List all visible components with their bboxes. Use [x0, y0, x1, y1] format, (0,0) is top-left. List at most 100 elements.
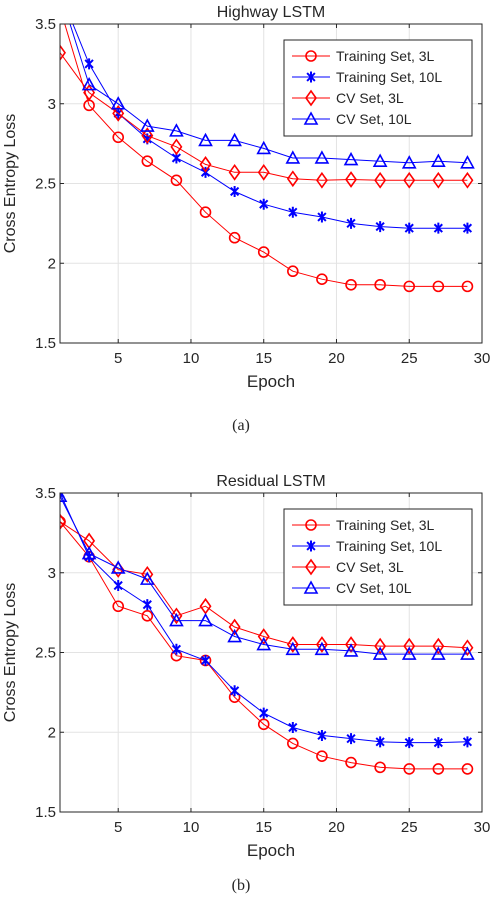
- data-point-triangle: [198, 132, 213, 147]
- x-tick-label: 15: [255, 819, 272, 836]
- data-point-triangle: [430, 646, 446, 660]
- data-point-triangle: [139, 118, 155, 132]
- x-tick-label: 20: [328, 819, 345, 836]
- data-point-circle: [141, 610, 154, 622]
- data-point-asterisk: [259, 707, 269, 719]
- series-line-3: [60, 495, 468, 655]
- x-tick-label: 25: [401, 350, 418, 367]
- data-point-diamond: [141, 127, 154, 145]
- data-point-diamond: [461, 639, 474, 657]
- legend-marker-circle: [305, 50, 317, 62]
- chart-title: Residual LSTM: [216, 473, 325, 490]
- data-point-asterisk: [142, 599, 152, 611]
- data-point-diamond: [403, 637, 416, 655]
- data-point-circle: [170, 174, 183, 187]
- data-point-diamond: [60, 513, 66, 531]
- legend: Training Set, 3L Training Set, 10L CV Set,…: [283, 39, 473, 137]
- data-point-triangle: [60, 493, 68, 502]
- data-point-triangle: [460, 646, 475, 660]
- data-point-asterisk: [404, 737, 414, 749]
- data-point-triangle: [285, 150, 301, 164]
- data-point-asterisk: [317, 211, 327, 223]
- data-point-diamond: [257, 163, 270, 181]
- data-point-triangle: [401, 646, 417, 660]
- data-point-asterisk: [462, 222, 473, 234]
- y-tick-label: 2: [48, 724, 56, 741]
- y-tick-label: 1.5: [35, 335, 56, 352]
- legend-label: CV Set, 10L: [336, 580, 412, 596]
- y-axis-label: Cross Entropy Loss: [2, 583, 19, 723]
- data-point-asterisk: [259, 198, 269, 210]
- series-layer: [60, 493, 475, 775]
- data-point-triangle: [81, 545, 97, 560]
- x-axis-label: Epoch: [247, 841, 295, 860]
- series-layer: [60, 24, 475, 293]
- data-point-triangle: [110, 96, 126, 110]
- data-point-circle: [374, 761, 386, 774]
- data-point-asterisk: [288, 206, 298, 218]
- y-tick-label: 2.5: [35, 176, 56, 193]
- data-point-diamond: [461, 171, 474, 189]
- data-point-diamond: [345, 636, 358, 653]
- data-point-circle: [461, 763, 474, 775]
- data-point-circle: [141, 155, 154, 167]
- x-tick-label: 30: [474, 350, 491, 367]
- legend-marker-circle: [305, 519, 317, 531]
- x-tick-label: 5: [114, 819, 122, 836]
- legend-label: CV Set, 3L: [336, 559, 404, 575]
- data-point-diamond: [403, 171, 416, 189]
- data-point-circle: [112, 131, 125, 144]
- data-point-circle: [287, 265, 299, 278]
- data-point-triangle: [198, 612, 213, 627]
- legend-label: CV Set, 10L: [336, 111, 412, 127]
- x-tick-label: 5: [114, 350, 122, 367]
- data-point-circle: [403, 280, 416, 293]
- y-tick-label: 3: [48, 96, 56, 113]
- data-point-diamond: [432, 637, 445, 655]
- data-point-diamond: [286, 170, 299, 188]
- data-point-asterisk: [375, 736, 385, 748]
- chart-b: 5 10 15 20 25 30 1.5 2 2.5 3 3.5 Residual LSTM Epoch…: [2, 473, 490, 894]
- x-tick-label: 25: [401, 819, 418, 836]
- figure-caption: (a): [232, 417, 250, 434]
- data-point-diamond: [112, 104, 125, 122]
- x-tick-label: 15: [255, 350, 272, 367]
- data-point-asterisk: [113, 580, 123, 592]
- y-tick-label: 3: [48, 565, 56, 582]
- data-point-circle: [199, 206, 212, 219]
- data-point-triangle: [285, 641, 301, 656]
- data-point-asterisk: [288, 721, 298, 733]
- data-point-triangle: [372, 646, 388, 660]
- y-tick-label: 2.5: [35, 645, 56, 662]
- data-point-triangle: [343, 151, 359, 166]
- data-point-triangle: [169, 612, 184, 627]
- data-point-triangle: [372, 153, 388, 167]
- data-point-asterisk: [171, 643, 182, 655]
- legend-marker-triangle: [303, 580, 319, 594]
- data-point-triangle: [81, 76, 97, 91]
- chart-title: Highway LSTM: [217, 4, 325, 21]
- x-tick-label: 20: [328, 350, 345, 367]
- data-point-circle: [403, 763, 416, 775]
- data-point-diamond: [170, 138, 183, 156]
- data-point-diamond: [228, 618, 241, 636]
- legend-marker-asterisk: [306, 71, 316, 83]
- data-point-asterisk: [375, 221, 385, 233]
- data-point-circle: [345, 756, 357, 769]
- data-point-circle: [287, 737, 299, 750]
- data-point-asterisk: [346, 733, 356, 745]
- data-point-circle: [316, 273, 328, 286]
- data-point-circle: [316, 750, 328, 762]
- legend-label: Training Set, 10L: [336, 538, 442, 554]
- data-point-asterisk: [404, 222, 414, 234]
- data-point-triangle: [460, 155, 475, 169]
- data-point-triangle: [430, 153, 446, 167]
- data-point-diamond: [286, 636, 299, 653]
- data-point-circle: [257, 246, 270, 258]
- legend-label: Training Set, 3L: [336, 48, 435, 64]
- data-point-asterisk: [84, 58, 94, 70]
- legend: Training Set, 3L Training Set, 10L CV Set,…: [283, 508, 473, 606]
- data-point-triangle: [256, 140, 272, 155]
- series-line-3: [69, 24, 468, 164]
- data-point-triangle: [401, 155, 417, 169]
